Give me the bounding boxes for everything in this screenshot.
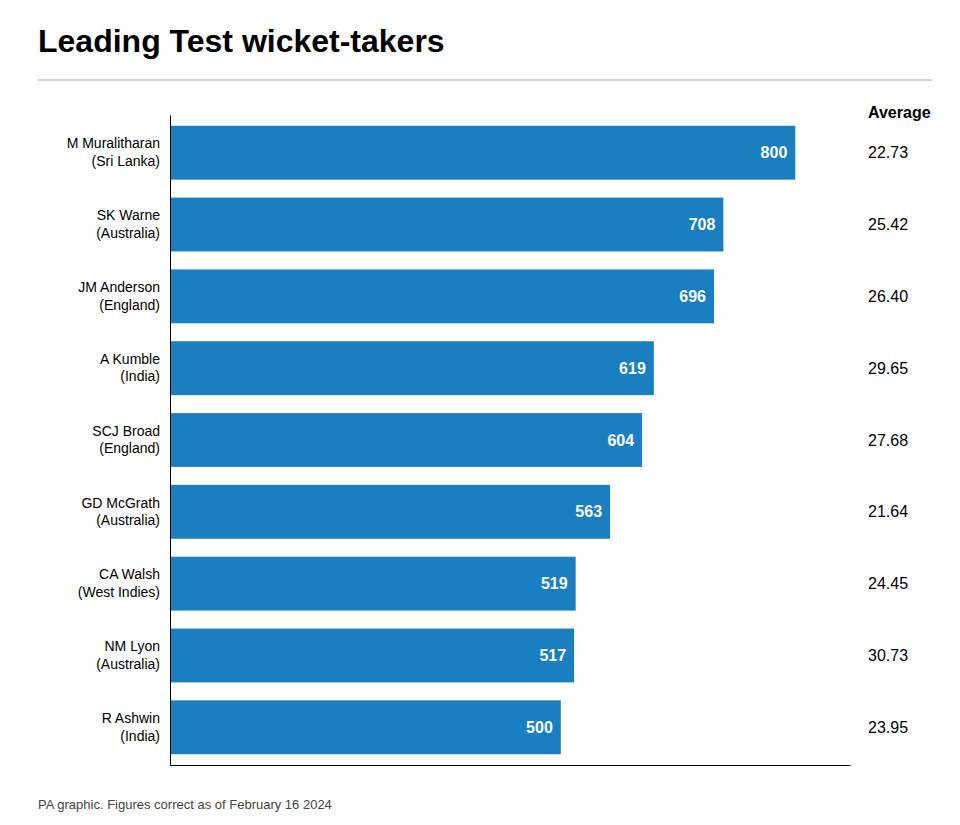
y-tick-label: CA Walsh (West Indies) xyxy=(78,566,160,600)
y-tick-label-line: R Ashwin xyxy=(102,710,160,726)
y-axis: M Muralitharan (Sri Lanka) SK Warne (Austra… xyxy=(67,116,171,766)
y-tick-label-line: M Muralitharan xyxy=(67,135,160,151)
data-labels: 800 708 696 619 604 563 519 517 500 xyxy=(526,144,787,736)
data-label: 519 xyxy=(541,575,568,592)
y-tick: GD McGrath(Australia) xyxy=(81,495,160,529)
y-tick-label-line: (Australia) xyxy=(96,512,160,528)
y-tick-label-line: (Sri Lanka) xyxy=(92,153,160,169)
data-label: 619 xyxy=(619,360,646,377)
y-tick-label-line: (India) xyxy=(120,368,160,384)
averages: Average 22.73 25.42 26.40 29.65 27.68 21.64 24.… xyxy=(868,104,931,736)
y-tick-label: M Muralitharan (Sri Lanka) xyxy=(67,135,160,169)
average-label: 21.64 xyxy=(868,503,908,520)
average-label: 25.42 xyxy=(868,216,908,233)
average-label: 24.45 xyxy=(868,575,908,592)
y-tick-label: A Kumble(India) xyxy=(100,351,160,385)
y-tick-label-line: (Australia) xyxy=(96,656,160,672)
bar xyxy=(170,126,795,180)
title: Leading Test wicket-takers xyxy=(38,23,445,59)
bar xyxy=(170,341,654,395)
y-tick: SCJ Broad(England) xyxy=(92,423,160,457)
bar xyxy=(170,485,610,539)
y-tick: M Muralitharan (Sri Lanka) xyxy=(67,135,160,169)
data-label: 800 xyxy=(761,144,788,161)
y-tick-label-line: (West Indies) xyxy=(78,584,160,600)
y-tick-label-line: (England) xyxy=(99,297,160,313)
bar xyxy=(170,700,561,754)
y-tick-label-line: CA Walsh xyxy=(99,566,160,582)
chart: Leading Test wicket-takers M Muralitharan… xyxy=(0,0,960,825)
y-tick-label: SK Warne (Australia) xyxy=(96,207,160,241)
y-tick-label-line: SCJ Broad xyxy=(92,423,160,439)
bar xyxy=(170,198,723,252)
average-header: Average xyxy=(868,104,931,121)
average-label: 29.65 xyxy=(868,360,908,377)
y-tick-label-line: JM Anderson xyxy=(78,279,160,295)
x-axis xyxy=(171,765,851,766)
y-tick: R Ashwin (India) xyxy=(102,710,160,744)
separator xyxy=(38,80,932,81)
y-tick-label: GD McGrath(Australia) xyxy=(81,495,160,529)
y-tick-label-line: SK Warne xyxy=(97,207,160,223)
y-tick: CA Walsh (West Indies) xyxy=(78,566,160,600)
y-axis-line xyxy=(170,116,171,766)
data-label: 500 xyxy=(526,719,553,736)
average-label: 23.95 xyxy=(868,719,908,736)
y-tick-label-line: (Australia) xyxy=(96,225,160,241)
y-tick-label-line: (England) xyxy=(99,440,160,456)
y-tick-label-line: NM Lyon xyxy=(104,638,160,654)
bar xyxy=(170,557,576,611)
y-tick-label-line: (India) xyxy=(120,728,160,744)
y-tick: NM Lyon (Australia) xyxy=(96,638,160,672)
bar xyxy=(170,413,642,467)
data-label: 563 xyxy=(575,503,602,520)
y-tick-label: NM Lyon (Australia) xyxy=(96,638,160,672)
bar xyxy=(170,269,714,323)
footer: PA graphic. Figures correct as of Februa… xyxy=(38,797,332,812)
average-label: 26.40 xyxy=(868,288,908,305)
data-label: 696 xyxy=(679,288,706,305)
data-label: 604 xyxy=(607,432,634,449)
average-label: 27.68 xyxy=(868,432,908,449)
average-label: 22.73 xyxy=(868,144,908,161)
y-tick: A Kumble(India) xyxy=(100,351,160,385)
bar xyxy=(170,629,574,683)
y-tick-label-line: GD McGrath xyxy=(81,495,160,511)
y-tick-label: JM Anderson (England) xyxy=(78,279,160,313)
y-tick-label: R Ashwin (India) xyxy=(102,710,160,744)
average-label: 30.73 xyxy=(868,647,908,664)
y-tick: SK Warne (Australia) xyxy=(96,207,160,241)
data-label: 708 xyxy=(689,216,716,233)
y-tick-label-line: A Kumble xyxy=(100,351,160,367)
y-tick-label: SCJ Broad(England) xyxy=(92,423,160,457)
y-tick: JM Anderson (England) xyxy=(78,279,160,313)
x-axis-line xyxy=(171,765,851,766)
data-label: 517 xyxy=(539,647,566,664)
bars xyxy=(170,126,795,754)
